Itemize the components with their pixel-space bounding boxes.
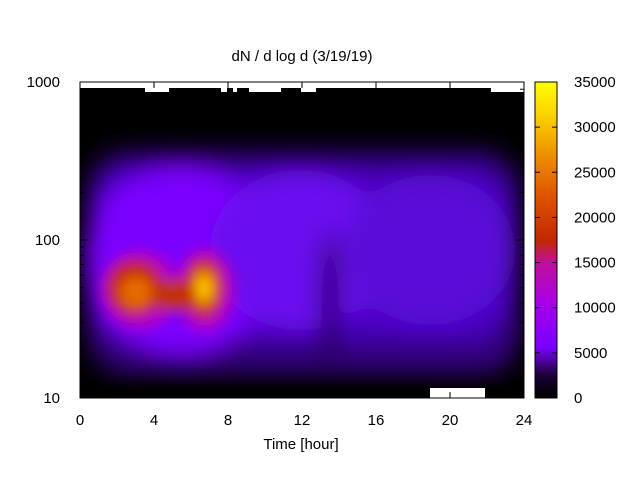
colorbar-tick-label: 0 <box>574 390 582 407</box>
chart-title: dN / d log d (3/19/19) <box>232 48 373 65</box>
colorbar-gradient <box>534 81 558 399</box>
heatmap-burst-yellow <box>199 279 209 297</box>
heatmap-area <box>80 82 524 398</box>
colorbar-tick-label: 5000 <box>574 345 607 362</box>
colorbar-ticks: 0 5000 10000 15000 20000 25000 30000 35000 <box>535 74 616 407</box>
x-tick-label: 24 <box>516 412 533 429</box>
colorbar: 0 5000 10000 15000 20000 25000 30000 35000 <box>534 74 616 407</box>
x-axis-label: Time [hour] <box>263 436 338 453</box>
x-tick-label: 12 <box>294 412 311 429</box>
colorbar-tick-label: 25000 <box>574 164 616 181</box>
x-tick-label: 4 <box>150 412 158 429</box>
x-tick-label: 20 <box>442 412 459 429</box>
colorbar-tick-label: 20000 <box>574 209 616 226</box>
y-tick-label: 100 <box>35 232 60 249</box>
x-tick-label: 16 <box>368 412 385 429</box>
axes: 0 4 8 12 16 20 24 10 100 1000 <box>27 74 533 429</box>
y-tick-label: 1000 <box>27 74 60 91</box>
x-tick-label: 8 <box>224 412 232 429</box>
x-tick-label: 0 <box>76 412 84 429</box>
colorbar-tick-label: 35000 <box>574 74 616 91</box>
x-axis-ticks: 0 4 8 12 16 20 24 <box>76 82 533 429</box>
heatmap-blob-right <box>345 175 515 325</box>
colorbar-tick-label: 15000 <box>574 255 616 272</box>
y-axis-ticks: 10 100 1000 <box>27 74 524 407</box>
y-tick-label: 10 <box>43 390 60 407</box>
heatmap-dark-trough <box>320 230 340 370</box>
heatmap-burst-orange-1 <box>120 276 152 308</box>
colorbar-tick-label: 10000 <box>574 300 616 317</box>
heatmap-blob-mid <box>210 170 390 330</box>
colorbar-tick-label: 30000 <box>574 119 616 136</box>
